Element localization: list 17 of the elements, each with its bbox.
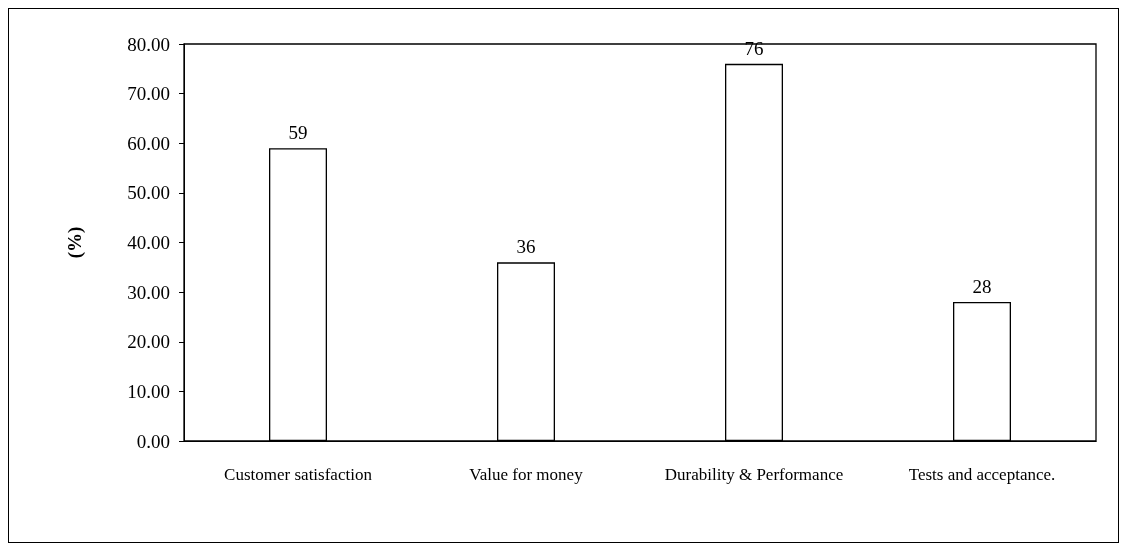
- x-tick-label: Durability & Performance: [664, 464, 844, 484]
- y-axis-title: (%): [64, 226, 86, 259]
- x-tick-label: Tests and acceptance.: [908, 464, 1056, 484]
- y-tick-label: 40.00: [127, 232, 170, 253]
- y-tick-label: 60.00: [127, 132, 170, 154]
- data-label: 28: [972, 276, 992, 298]
- y-tick-label: 80.00: [127, 33, 170, 55]
- data-label: 36: [516, 236, 536, 258]
- y-tick-label: 10.00: [127, 380, 170, 402]
- y-tick-label: 0.00: [136, 430, 170, 452]
- y-tick-label: 50.00: [127, 182, 170, 204]
- data-label: 59: [288, 122, 308, 144]
- y-tick-label: 20.00: [127, 331, 170, 353]
- y-tick-label: 30.00: [127, 281, 170, 303]
- x-tick-label: Value for money: [469, 464, 584, 484]
- y-tick-label: 70.00: [127, 83, 170, 105]
- x-tick-label: Customer satisfaction: [224, 464, 373, 484]
